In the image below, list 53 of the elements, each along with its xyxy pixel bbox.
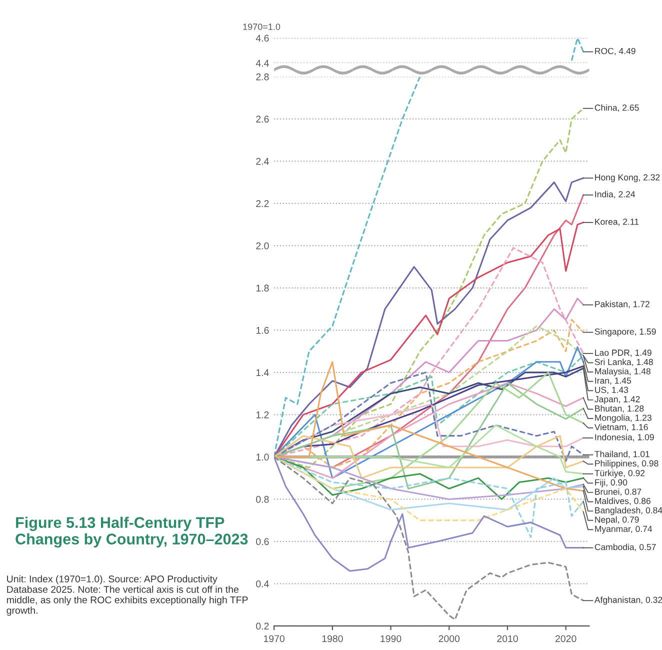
series-label: Bhutan, 1.28 bbox=[595, 405, 644, 413]
series-label: Singapore, 1.59 bbox=[594, 328, 656, 336]
series-label: Brunei, 0.87 bbox=[595, 488, 642, 496]
series-label: Korea, 2.11 bbox=[595, 218, 639, 226]
x-tick-label: 1970 bbox=[264, 635, 285, 642]
x-tick-label: 1980 bbox=[322, 635, 343, 642]
series-label: Malaysia, 1.48 bbox=[595, 368, 650, 376]
series-label: Vietnam, 1.16 bbox=[594, 424, 648, 432]
series-label: Afghanistan, 0.32 bbox=[594, 596, 662, 605]
y-tick-label: 2.8 bbox=[256, 73, 269, 80]
y-tick-label: 0.4 bbox=[256, 580, 269, 588]
series-label: Pakistan, 1.72 bbox=[595, 300, 650, 308]
y-tick-label: 1.2 bbox=[256, 411, 269, 418]
y-tick-label: 0.6 bbox=[256, 538, 269, 546]
y-tick-label: 2.6 bbox=[256, 116, 269, 123]
y-tick-label: 4.6 bbox=[256, 34, 269, 42]
text: Myanmar, 0.74 bbox=[595, 526, 652, 534]
y-tick-label: 1.8 bbox=[256, 284, 269, 292]
x-tick-label: 2000 bbox=[438, 635, 460, 642]
text: Nepal, 0.79 bbox=[595, 516, 639, 524]
text: Figure 5.13 Half-Century TFP Changes by Country, 1970–2023 bbox=[16, 516, 248, 548]
series-label: China, 2.65 bbox=[594, 104, 639, 112]
series-label: Cambodia, 0.57 bbox=[594, 544, 656, 552]
y-tick-label: 4.4 bbox=[256, 60, 269, 67]
series-label: Hong Kong, 2.32 bbox=[595, 174, 660, 182]
series-label: Türkiye, 0.92 bbox=[594, 470, 645, 478]
y-tick-label: 1.6 bbox=[256, 326, 269, 334]
y-tick-label: 0.8 bbox=[256, 496, 269, 503]
text: Bangladesh, 0.84 bbox=[595, 506, 662, 516]
text: Unit: Index (1970=1.0). Source: APO Productivity Database 2025. Note: The vertical axis is cut off in the middle, as only the ROC exhibits exceptionally high TFP growth. bbox=[6, 575, 248, 616]
series-label: Sri Lanka, 1.48 bbox=[594, 358, 653, 366]
series-label: ROC, 4.49 bbox=[595, 48, 636, 56]
series-label: Thailand, 1.01 bbox=[594, 450, 650, 458]
x-tick-label: 2010 bbox=[497, 635, 518, 642]
series-label: India, 2.24 bbox=[595, 190, 636, 198]
x-tick-label: 2020 bbox=[556, 635, 576, 642]
text: Iran, 1.45 bbox=[595, 378, 632, 385]
series-label: Fiji, 0.90 bbox=[595, 479, 628, 488]
text: US, 1.43 bbox=[595, 386, 628, 394]
y-tick-label: 1.0 bbox=[256, 454, 269, 461]
x-tick-label: 1990 bbox=[380, 635, 402, 642]
y-tick-label: 1.4 bbox=[256, 369, 269, 376]
series-label: Mongolia, 1.23 bbox=[595, 414, 652, 423]
series-label: Indonesia, 1.09 bbox=[595, 434, 654, 442]
y-axis-title: 1970=1.0 bbox=[243, 24, 280, 30]
y-tick-label: 0.2 bbox=[256, 622, 269, 630]
y-tick-label: 2.4 bbox=[256, 158, 269, 165]
series-label: Lao PDR, 1.49 bbox=[595, 350, 652, 357]
series-label: Philippines, 0.98 bbox=[595, 460, 658, 468]
y-tick-label: 2.0 bbox=[256, 242, 269, 250]
series-label: Maldives, 0.86 bbox=[595, 498, 650, 506]
text: Japan, 1.42 bbox=[594, 396, 640, 404]
y-tick-label: 2.2 bbox=[256, 200, 269, 207]
